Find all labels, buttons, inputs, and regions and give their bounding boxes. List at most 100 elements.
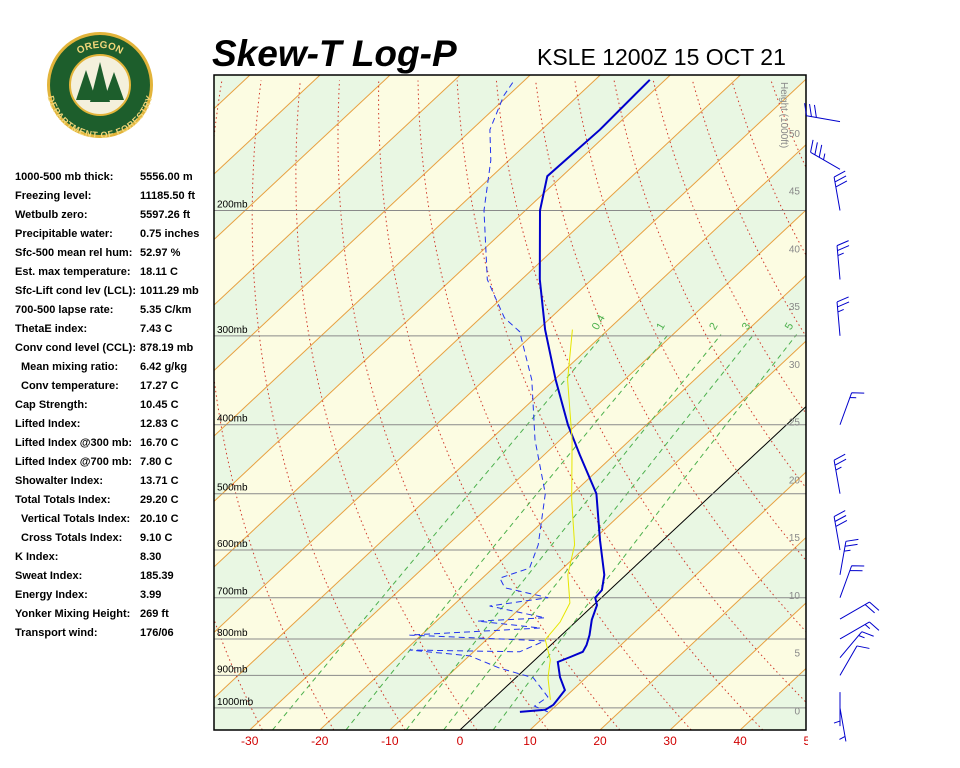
dry-adiabat <box>692 80 806 338</box>
index-value: 11185.50 ft <box>140 190 195 202</box>
index-label: ThetaE index: <box>15 323 87 335</box>
index-label: Energy Index: <box>15 589 88 601</box>
dry-adiabat <box>731 80 806 256</box>
x-tick-label: -30 <box>241 734 259 748</box>
x-tick-label: 10 <box>523 734 537 748</box>
isotherm-band <box>214 75 806 633</box>
index-label: Mean mixing ratio: <box>21 361 118 373</box>
index-value: 5597.26 ft <box>140 209 190 221</box>
pressure-label: 600mb <box>217 539 248 550</box>
isotherm <box>319 274 806 730</box>
index-value: 13.71 C <box>140 475 179 487</box>
pressure-label: 1000mb <box>217 697 254 708</box>
index-label: Yonker Mixing Height: <box>15 608 130 620</box>
index-label: Lifted Index @300 mb: <box>15 437 132 449</box>
isotherm-band <box>214 79 806 698</box>
dry-adiabat <box>810 81 960 731</box>
wind-barb <box>839 621 880 640</box>
pressure-label: 500mb <box>217 483 248 494</box>
wind-barb <box>833 510 848 551</box>
dry-adiabat <box>928 81 960 731</box>
height-tick-label: 10 <box>789 591 801 602</box>
profile-line <box>544 329 576 700</box>
index-label: 1000-500 mb thick: <box>15 171 113 183</box>
x-tick-label: 50 <box>804 734 818 748</box>
mixing-ratio-label: 2 <box>707 321 720 332</box>
mixing-ratio-line <box>443 334 754 730</box>
index-label: Total Totals Index: <box>15 494 111 506</box>
index-label: Conv temperature: <box>21 380 119 392</box>
isotherm <box>810 75 960 730</box>
index-label: Conv cond level (CCL): <box>15 342 136 354</box>
logo-top: OREGON <box>75 40 125 57</box>
isotherm <box>249 209 806 730</box>
wind-barb <box>839 645 870 676</box>
x-tick-label: 20 <box>593 734 607 748</box>
height-tick-label: 35 <box>789 302 801 313</box>
isotherm <box>214 75 671 503</box>
plot-frame <box>213 74 807 731</box>
index-value: 5556.00 m <box>140 171 193 183</box>
mixing-ratio-line <box>272 334 604 730</box>
index-label: Sfc-500 mean rel hum: <box>15 247 132 259</box>
logo: OREGON DEPARTMENT OF FORESTRY <box>45 32 155 141</box>
wind-barb <box>833 170 848 211</box>
mixing-ratio-line <box>345 334 669 730</box>
dry-adiabat <box>214 80 335 730</box>
index-value: 878.19 mb <box>140 342 193 354</box>
isotherm <box>214 75 461 306</box>
wind-barb <box>833 692 841 727</box>
isotherm <box>214 75 531 372</box>
index-label: Cross Totals Index: <box>21 532 122 544</box>
height-tick-label: 20 <box>789 475 801 486</box>
wind-barb <box>833 453 847 494</box>
height-tick-label: 15 <box>789 533 801 544</box>
index-value: 16.70 C <box>140 437 179 449</box>
index-value: 18.11 C <box>140 266 178 278</box>
wind-barb <box>839 565 865 598</box>
height-tick-label: 40 <box>789 244 801 255</box>
height-tick-label: 0 <box>794 706 800 717</box>
wind-barb <box>810 139 841 170</box>
index-value: 29.20 C <box>140 494 179 506</box>
mixing-ratio-line <box>492 334 797 730</box>
dry-adiabat <box>889 81 960 731</box>
dry-adiabat <box>574 80 806 562</box>
index-value: 52.97 % <box>140 247 181 259</box>
x-tick-labels: -30 -20 -10 0 10 20 30 40 50 <box>241 734 818 748</box>
index-value: 176/06 <box>140 627 174 639</box>
isotherm <box>214 143 806 699</box>
index-value: 10.45 C <box>140 399 179 411</box>
mixing-ratio-label: 5 <box>783 321 796 332</box>
isotherm <box>214 75 601 437</box>
index-label: K Index: <box>15 551 58 563</box>
profile-line <box>519 79 651 713</box>
index-label: Wetbulb zero: <box>15 209 88 221</box>
dry-adiabat <box>378 80 621 730</box>
index-value: 269 ft <box>140 608 169 620</box>
index-label: Lifted Index @700 mb: <box>15 456 132 468</box>
isotherm-band <box>880 75 960 730</box>
pressure-label: 300mb <box>217 325 248 336</box>
mixing-ratio-line <box>405 334 722 730</box>
wind-barb <box>839 601 880 620</box>
mixing-ratio-label: 3 <box>740 321 753 332</box>
height-tick-label: 50 <box>789 129 801 140</box>
height-tick-label: 5 <box>794 649 800 660</box>
isotherm <box>214 75 391 241</box>
height-tick-label: 45 <box>789 187 801 198</box>
index-value: 185.39 <box>140 570 174 582</box>
index-label: Lifted Index: <box>15 418 80 430</box>
logo-trees <box>76 62 124 102</box>
wind-barb <box>839 392 865 425</box>
isotherm-band <box>214 144 806 730</box>
mixing-ratio-label: 1 <box>654 321 667 332</box>
index-value: 8.30 <box>140 551 161 563</box>
index-label: Est. max temperature: <box>15 266 131 278</box>
index-label: Cap Strength: <box>15 399 88 411</box>
index-value: 7.80 C <box>140 456 172 468</box>
pressure-label: 200mb <box>217 200 248 211</box>
index-value: 1011.29 mb <box>140 285 199 297</box>
